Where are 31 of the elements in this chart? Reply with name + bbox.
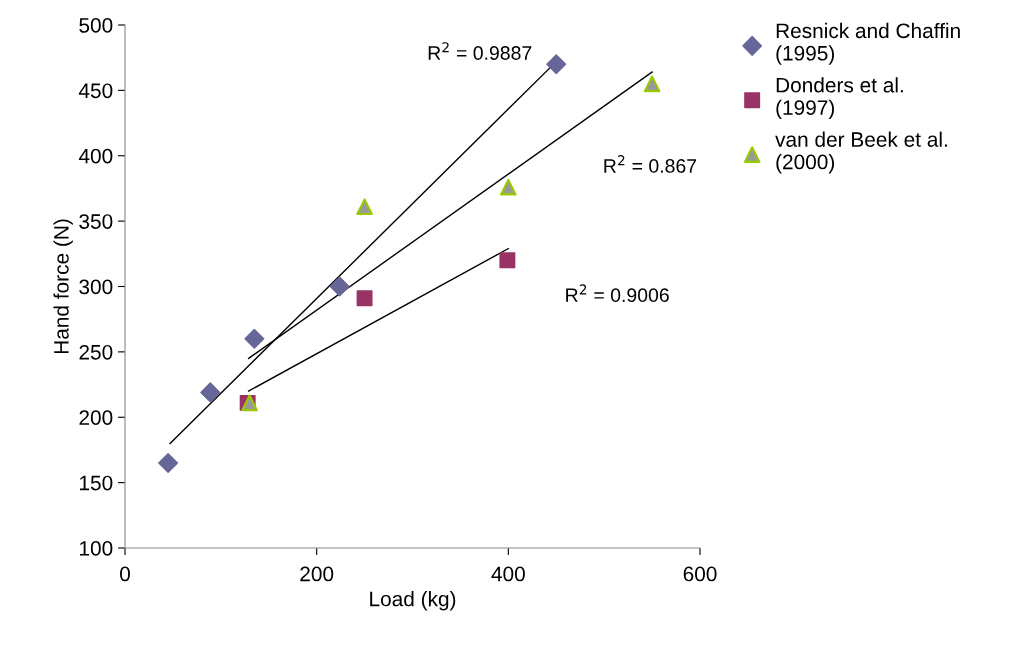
y-tick-label: 100: [80, 541, 113, 556]
point: [499, 252, 516, 269]
y-tick-label: 500: [79, 18, 113, 33]
legend-label: Resnick and Chaffin (1995): [776, 22, 960, 65]
legend-label: Donders et al. (1997): [776, 77, 903, 120]
y-tick-label: 300: [79, 279, 113, 295]
x-tick-label: 200: [300, 566, 334, 582]
x-axis-title: Load (kg): [370, 591, 456, 611]
y-tick-label: 450: [78, 83, 113, 99]
y-tick-label: 400: [78, 148, 113, 164]
annotation: R$^{2}$ = 0.9887: [428, 42, 532, 60]
x-tick-label: 600: [683, 566, 717, 582]
point: [356, 290, 373, 307]
y-tick-label: 150: [80, 475, 113, 491]
point: [500, 178, 517, 196]
x-tick-label: 0: [120, 566, 130, 582]
x-tick-label: 400: [491, 566, 525, 582]
y-tick-label: 350: [79, 214, 113, 229]
y-axis-title: Hand force (N): [53, 219, 73, 354]
point: [329, 276, 350, 297]
point: [158, 453, 179, 474]
point: [356, 198, 373, 216]
y-tick-label: 250: [79, 344, 113, 360]
point: [200, 382, 221, 403]
point: [643, 75, 661, 93]
point: [244, 328, 265, 349]
point: [546, 54, 567, 75]
y-tick-label: 200: [79, 410, 113, 425]
annotation: R$^{2}$ = 0.867: [604, 155, 697, 173]
legend-label: van der Beek et al. (2000): [775, 131, 947, 174]
annotation: R$^{2}$ = 0.9006: [566, 284, 669, 303]
